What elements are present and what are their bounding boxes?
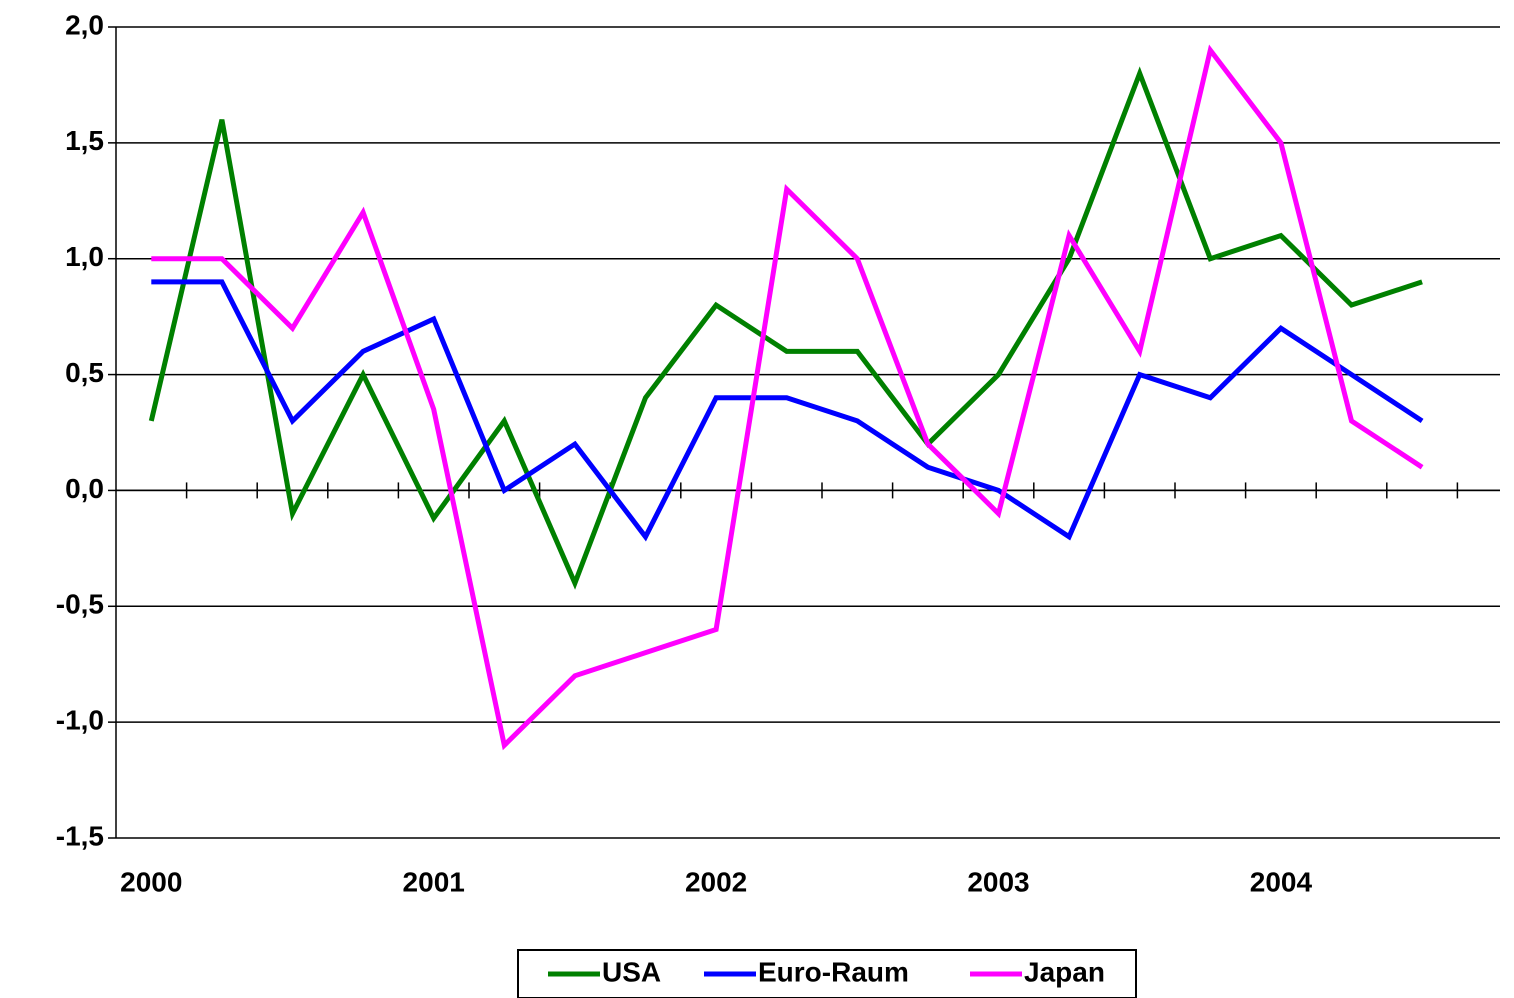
x-tick-label: 2004: [1250, 866, 1313, 897]
legend-box: [517, 949, 1137, 998]
x-tick-label: 2000: [120, 866, 182, 897]
series-line: [151, 279, 1424, 542]
legend-label: USA: [602, 956, 661, 987]
y-tick-label: 1,0: [65, 241, 104, 272]
x-tick-label: 2002: [685, 866, 747, 897]
y-tick-label: -1,0: [56, 705, 104, 736]
y-tick-label: 0,0: [65, 473, 104, 504]
y-tick-label: 0,5: [65, 357, 104, 388]
x-tick-label: 2001: [403, 866, 465, 897]
legend: USA Euro-Raum Japan: [517, 949, 1137, 998]
x-tick-label: 2003: [967, 866, 1029, 897]
y-tick-label: 2,0: [65, 9, 104, 40]
series-line: [151, 44, 1424, 751]
y-tick-label: -1,5: [56, 820, 104, 851]
y-tick-label: 1,5: [65, 125, 104, 156]
legend-label: Euro-Raum: [758, 956, 909, 987]
legend-label: Japan: [1024, 956, 1105, 987]
y-tick-label: -0,5: [56, 589, 104, 620]
series-line: [148, 66, 1423, 590]
